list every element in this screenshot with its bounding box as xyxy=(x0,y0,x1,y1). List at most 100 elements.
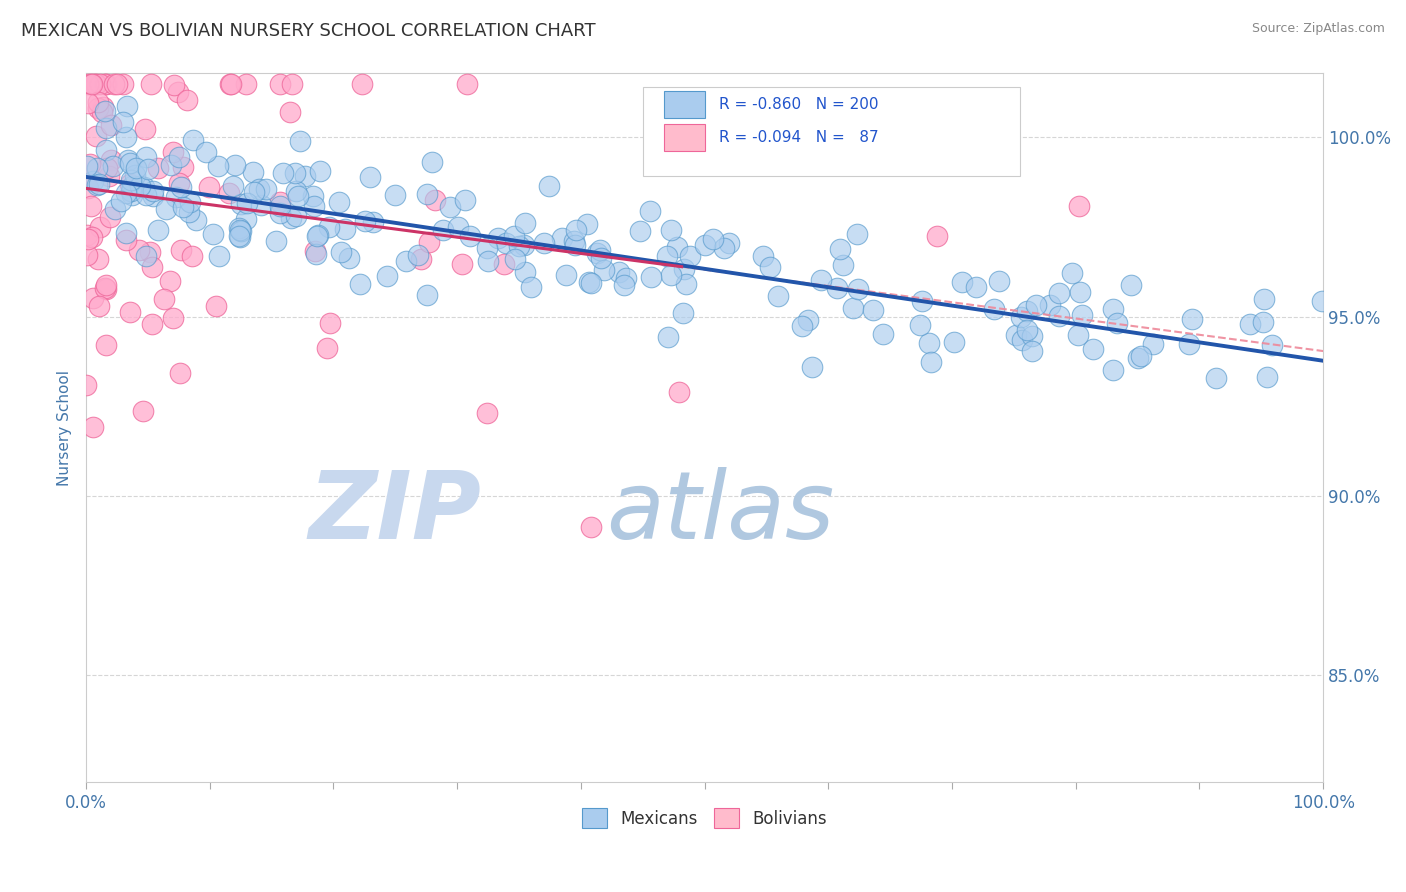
Point xyxy=(790,318,813,333)
Y-axis label: Nursery School: Nursery School xyxy=(58,369,72,485)
Point xyxy=(613,278,636,293)
Point xyxy=(309,164,332,178)
FancyBboxPatch shape xyxy=(664,91,704,118)
Point xyxy=(129,179,152,194)
Point xyxy=(1015,323,1038,337)
Point xyxy=(197,179,219,194)
Point xyxy=(76,227,98,242)
Point xyxy=(475,406,498,420)
Point xyxy=(183,133,205,147)
Point xyxy=(713,241,735,255)
Point xyxy=(657,330,679,344)
FancyBboxPatch shape xyxy=(643,87,1021,176)
Point xyxy=(810,273,832,287)
Point xyxy=(1060,266,1083,280)
Point xyxy=(672,306,695,320)
Point xyxy=(103,159,125,173)
Point xyxy=(862,302,884,317)
Point xyxy=(1181,312,1204,326)
Point xyxy=(77,95,100,110)
Point xyxy=(678,249,700,263)
Point xyxy=(846,282,869,296)
Point xyxy=(513,238,536,252)
Point xyxy=(278,104,301,119)
Point xyxy=(110,194,132,208)
Point xyxy=(533,235,555,250)
Point xyxy=(1129,350,1152,364)
Point xyxy=(832,258,855,272)
Point xyxy=(486,231,509,245)
Point xyxy=(100,153,122,168)
Point xyxy=(94,121,117,136)
Point xyxy=(1047,309,1070,323)
Point xyxy=(416,186,439,201)
Point xyxy=(243,185,266,199)
Point xyxy=(235,212,257,227)
Point xyxy=(418,235,440,250)
Point xyxy=(184,213,207,227)
Point xyxy=(120,305,142,319)
Point xyxy=(294,169,316,183)
Point xyxy=(146,223,169,237)
Point xyxy=(675,277,697,292)
Point xyxy=(242,165,264,179)
Point xyxy=(555,268,578,282)
Point xyxy=(661,223,683,237)
Point xyxy=(1142,337,1164,351)
Point xyxy=(1107,316,1129,330)
Point xyxy=(589,251,612,265)
Point xyxy=(416,288,439,302)
Point xyxy=(432,223,454,237)
Point xyxy=(135,188,157,202)
Point xyxy=(167,150,190,164)
Point xyxy=(170,180,193,194)
Point xyxy=(666,240,689,254)
Point xyxy=(139,244,162,259)
Point xyxy=(235,77,257,91)
Point xyxy=(207,159,229,173)
Point xyxy=(350,77,373,91)
Point xyxy=(423,193,446,207)
Point xyxy=(492,257,515,271)
Point xyxy=(673,261,696,276)
Point xyxy=(797,313,820,327)
Point xyxy=(409,252,432,266)
Point xyxy=(304,247,326,261)
Point xyxy=(269,195,291,210)
Point xyxy=(176,93,198,107)
Point xyxy=(177,205,200,219)
Point xyxy=(668,385,690,400)
Point xyxy=(1047,286,1070,301)
Point xyxy=(141,317,163,331)
Point xyxy=(121,179,143,194)
Point xyxy=(1310,293,1333,308)
Point xyxy=(229,223,252,237)
Point xyxy=(115,186,138,200)
Point xyxy=(181,249,204,263)
Point xyxy=(115,233,138,247)
Point xyxy=(284,166,307,180)
Point xyxy=(288,134,311,148)
Point xyxy=(925,229,948,244)
Point xyxy=(142,185,165,199)
Point xyxy=(120,173,142,187)
Point xyxy=(250,198,273,212)
Point xyxy=(132,404,155,418)
Point xyxy=(269,199,291,213)
Point xyxy=(98,169,121,183)
Point xyxy=(224,158,246,172)
Point xyxy=(86,178,108,193)
Point xyxy=(638,204,661,219)
Point xyxy=(503,252,526,266)
Point xyxy=(80,230,103,244)
Point xyxy=(96,77,118,91)
Point xyxy=(115,130,138,145)
Point xyxy=(82,174,104,188)
Point xyxy=(162,145,184,160)
Point xyxy=(80,199,103,213)
Point xyxy=(305,228,328,243)
Point xyxy=(384,188,406,202)
Point xyxy=(1256,369,1278,384)
Point xyxy=(172,160,194,174)
Point xyxy=(693,238,716,252)
